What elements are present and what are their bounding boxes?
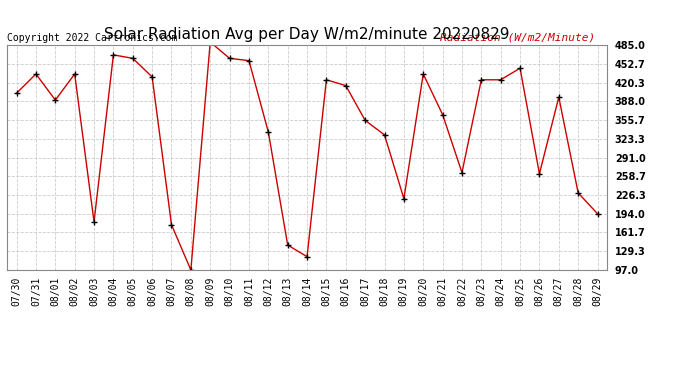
- Text: Radiation (W/m2/Minute): Radiation (W/m2/Minute): [440, 33, 595, 43]
- Title: Solar Radiation Avg per Day W/m2/minute 20220829: Solar Radiation Avg per Day W/m2/minute …: [104, 27, 510, 42]
- Text: Copyright 2022 Cartronics.com: Copyright 2022 Cartronics.com: [7, 33, 177, 43]
